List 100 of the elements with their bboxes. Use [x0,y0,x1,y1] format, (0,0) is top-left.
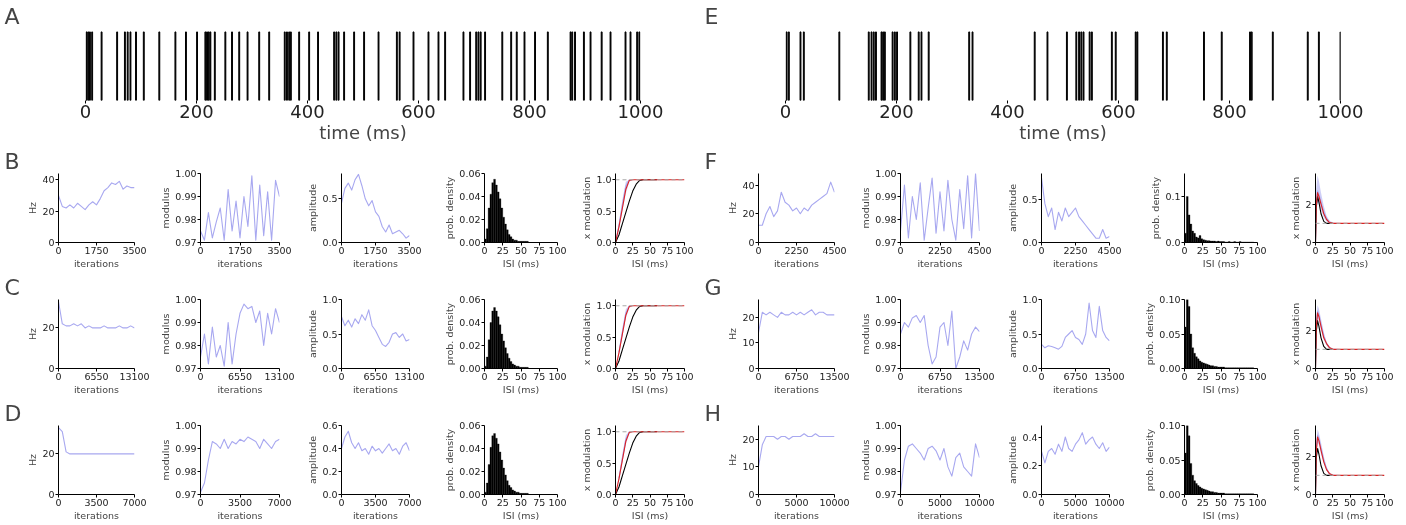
y-tick-label: 1.00 [875,294,897,305]
y-tick-label: 0 [48,363,55,374]
x-axis-title: iterations [352,509,399,521]
x-tick-label: 800 [1212,100,1247,122]
x-axis-title: iterations [352,383,399,395]
x-axis-title: iterations [917,383,963,395]
y-axis-title: Hz [27,453,39,467]
x-tick-label: 25 [1326,496,1339,508]
y-axis-title: modulus [160,439,172,481]
y-tick-label: 2 [1305,450,1312,462]
y-tick-label: 0.98 [175,340,197,351]
text: H [704,400,722,426]
x-axis-title: ISI (ms) [502,509,540,521]
y-tick-label: 0.0 [322,237,338,248]
x-tick-label: 3500 [227,496,253,508]
x-tick-label: 400 [990,100,1025,122]
y-tick-label: 20 [42,448,55,460]
x-tick-label: 75 [661,370,674,382]
y-axis-title: modulus [160,187,172,229]
x-tick-label: 100 [548,244,567,256]
y-tick-label: 1.00 [175,168,197,179]
x-tick-label: 3500 [84,496,109,508]
x-tick-label: 75 [1233,496,1246,508]
x-tick-label: 100 [675,370,694,382]
x-tick-label: 6750 [927,370,953,382]
y-tick-label: 1.0 [596,174,612,186]
y-axis-title: Hz [727,201,739,215]
y-tick-label: 0.1 [1165,191,1181,202]
x-tick-label: 3500 [267,244,292,256]
x-axis-title: iterations [1052,257,1099,269]
y-tick-label: 0.5 [322,193,338,205]
y-axis-title: x modulation [1290,428,1302,492]
x-tick-label: 75 [533,496,546,508]
x-axis-title: time (ms) [319,121,407,143]
x-axis-title: iterations [217,509,263,521]
x-tick-label: 75 [1361,496,1374,508]
x-axis-title: iterations [1052,509,1099,521]
x-tick-label: 6550 [227,370,253,382]
x-tick-label: 25 [1326,370,1339,382]
y-axis-title: prob. density [1150,176,1162,240]
x-tick-label: 4500 [967,244,992,256]
text: E [704,3,719,29]
y-tick-label: 0.10 [1159,294,1181,305]
y-tick-label: 0.5 [596,331,612,343]
x-axis-title: ISI (ms) [1202,257,1240,269]
x-tick-label: 25 [626,244,639,256]
x-tick-label: 100 [1375,370,1394,382]
x-tick-label: 6550 [84,370,109,382]
y-tick-label: 0.0 [1165,237,1181,248]
x-tick-label: 50 [514,244,528,256]
y-tick-label: 1.0 [322,294,338,305]
y-tick-label: 0.2 [322,466,338,477]
y-tick-label: 0.2 [1022,460,1038,472]
y-tick-label: 0.99 [175,317,197,328]
y-axis-title: x modulation [581,176,593,240]
x-tick-label: 75 [661,496,674,508]
y-axis-title: Hz [727,327,739,341]
y-tick-label: 0.97 [875,363,897,374]
x-tick-label: 600 [1101,100,1136,122]
x-tick-label: 5000 [784,496,809,508]
x-tick-label: 1000 [1317,100,1364,122]
x-tick-label: 3500 [363,496,388,508]
x-tick-label: 3500 [397,244,422,256]
y-tick-label: 0.5 [596,205,612,217]
y-tick-label: 0.98 [875,466,897,477]
y-tick-label: 0.02 [459,466,481,477]
y-tick-label: 0.99 [175,191,197,202]
x-axis-title: ISI (ms) [1331,383,1369,395]
y-tick-label: 1.00 [875,168,897,179]
y-axis-title: Hz [27,201,39,215]
y-tick-label: 20 [42,205,55,217]
y-tick-label: 0.0 [1022,363,1038,374]
x-axis-title: ISI (ms) [502,383,540,395]
x-tick-label: 75 [661,244,674,256]
x-tick-label: 75 [1233,370,1246,382]
x-tick-label: 200 [179,100,214,122]
y-tick-label: 0 [748,489,755,500]
y-tick-label: 2 [1305,198,1312,210]
y-tick-label: 0 [48,489,55,500]
text: C [4,274,20,300]
y-tick-label: 0.05 [1159,328,1181,340]
x-tick-label: 4500 [822,244,847,256]
y-tick-label: 0.97 [175,363,197,374]
x-axis-title: ISI (ms) [631,257,669,269]
y-tick-label: 0 [1305,363,1312,374]
y-tick-label: 0.4 [322,443,338,454]
x-tick-label: 6750 [784,370,809,382]
y-axis-title: amplitude [1007,309,1019,358]
y-tick-label: 0.98 [175,466,197,477]
y-tick-label: 0.5 [596,457,612,469]
x-tick-label: 1750 [84,244,109,256]
y-axis-title: prob. density [1144,428,1156,492]
text: F [704,148,718,174]
x-tick-label: 25 [1196,370,1209,382]
x-tick-label: 10000 [819,496,850,508]
y-axis-title: modulus [860,187,872,229]
x-tick-label: 100 [1375,496,1394,508]
y-tick-label: 0.5 [1022,328,1038,340]
x-tick-label: 0 [779,100,792,122]
y-tick-label: 0.0 [596,237,612,248]
